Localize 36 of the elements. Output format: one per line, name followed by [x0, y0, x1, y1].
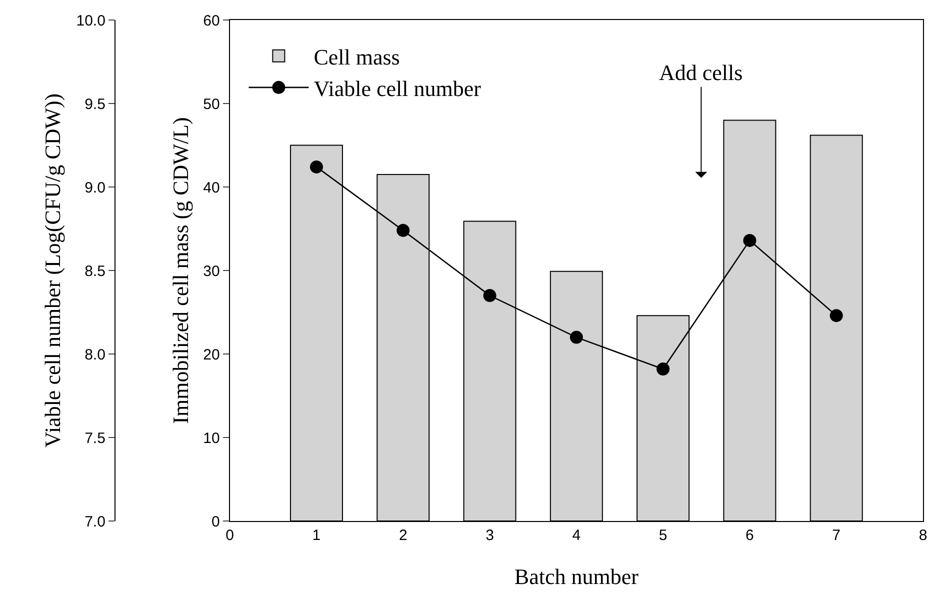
legend-label: Viable cell number	[314, 76, 482, 102]
y-axis-title: Immobilized cell mass (g CDW/L)	[168, 117, 193, 424]
point	[310, 160, 323, 174]
x-tick-label: 7	[832, 527, 841, 544]
y2-axis-title: Viable cell number (Log(CFU/g CDW))	[40, 93, 66, 448]
point	[830, 309, 843, 322]
point	[570, 330, 583, 344]
annotation: Add cells	[659, 60, 743, 85]
x-tick-label: 5	[658, 527, 668, 544]
point	[483, 289, 496, 302]
x-axis-title: Batch number	[514, 564, 640, 589]
y2-tick-label: 7.0	[84, 513, 106, 530]
x-tick-label: 2	[398, 527, 408, 544]
point	[656, 362, 670, 376]
x-tick-label: 3	[486, 527, 494, 544]
y2-tick-label: 9.5	[84, 96, 106, 113]
y2-tick-label: 10.0	[76, 12, 106, 30]
y-tick-label: 10	[203, 430, 220, 447]
y-tick-label: 60	[203, 12, 220, 30]
y-tick-label: 20	[203, 346, 220, 364]
point	[396, 224, 410, 237]
legend-label: Cell mass	[314, 44, 400, 70]
point	[743, 234, 756, 247]
y2-tick-label: 7.5	[84, 430, 106, 447]
x-tick-label: 6	[746, 527, 754, 544]
x-tick-label: 1	[312, 527, 321, 544]
x-tick-label: 0	[226, 527, 234, 544]
y-tick-label: 0	[211, 513, 220, 530]
y-tick-label: 30	[203, 262, 220, 280]
y2-tick-label: 9.0	[84, 179, 106, 196]
x-tick-label: 8	[918, 527, 928, 544]
x-tick-label: 4	[572, 527, 581, 544]
y2-tick-label: 8.0	[84, 346, 106, 364]
y-tick-label: 40	[203, 179, 220, 196]
y2-tick-label: 8.5	[84, 262, 106, 280]
y-tick-label: 50	[203, 96, 220, 113]
